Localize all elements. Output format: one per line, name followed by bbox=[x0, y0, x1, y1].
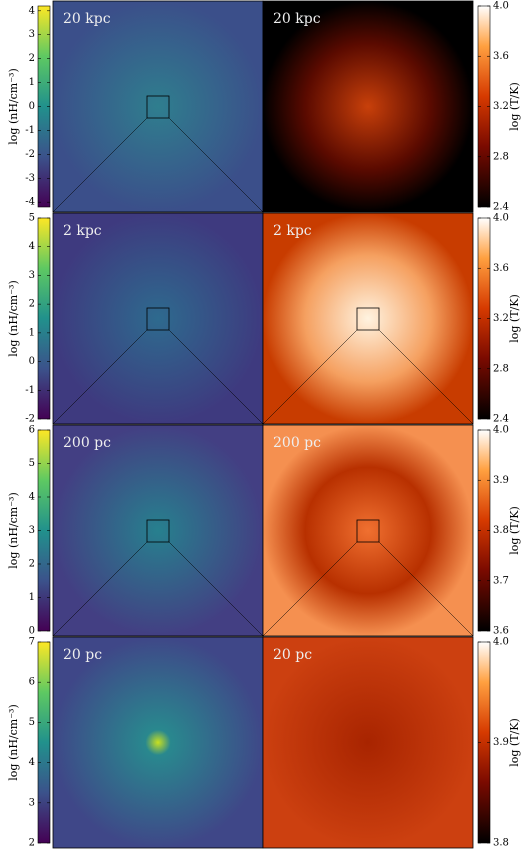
zoom-line bbox=[262, 329, 358, 425]
colorbar-tick-label: 2.8 bbox=[493, 363, 509, 374]
colorbar-tick-label: 5 bbox=[29, 717, 35, 728]
scale-label: 20 kpc bbox=[63, 11, 111, 27]
colorbar-tick-label: 6 bbox=[29, 677, 35, 688]
colorbar-tick-label: 1 bbox=[29, 592, 35, 603]
zoom-box bbox=[146, 95, 170, 119]
colorbar-tick-label: -4 bbox=[25, 197, 35, 208]
colorbar-tick-label: 3 bbox=[29, 797, 35, 808]
zoom-box bbox=[356, 307, 380, 331]
colorbar-tick-label: 4.0 bbox=[493, 213, 509, 224]
colorbar-tick-label: 3 bbox=[29, 525, 35, 536]
colorbar-tick-label: 4 bbox=[29, 492, 35, 503]
colorbar-label: log (T/K) bbox=[508, 82, 521, 131]
colorbar-tick-label: 0 bbox=[29, 626, 35, 637]
colorbar-tick-label: 4.0 bbox=[493, 1, 509, 12]
zoom-box bbox=[146, 519, 170, 543]
colorbar bbox=[37, 641, 51, 844]
colorbar-tick-label: 2.4 bbox=[493, 202, 509, 213]
colorbar-tick-label: 3 bbox=[29, 270, 35, 281]
zoom-box bbox=[146, 307, 170, 331]
colorbar-tick-label: 6 bbox=[29, 425, 35, 436]
colorbar-tick-label: 1 bbox=[29, 327, 35, 338]
colorbar-tick-label: 3.9 bbox=[493, 737, 509, 748]
colorbar-tick-label: 5 bbox=[29, 458, 35, 469]
zoom-line bbox=[262, 541, 358, 637]
scale-label: 20 pc bbox=[63, 647, 102, 663]
scale-label: 200 pc bbox=[273, 435, 321, 451]
colorbar-tick-label: 3.6 bbox=[493, 626, 509, 637]
zoom-line bbox=[378, 329, 474, 425]
colorbar-tick-label: 3.6 bbox=[493, 263, 509, 274]
colorbar-tick-label: 5 bbox=[29, 213, 35, 224]
colorbar-tick-label: 2 bbox=[29, 299, 35, 310]
zoom-box bbox=[356, 519, 380, 543]
scale-label: 200 pc bbox=[63, 435, 111, 451]
colorbar-tick-label: 3.8 bbox=[493, 838, 509, 849]
colorbar-label: log (nH/cm⁻³) bbox=[7, 68, 20, 144]
colorbar-tick-label: 7 bbox=[29, 637, 35, 648]
colorbar-tick-label: 3.2 bbox=[493, 313, 509, 324]
colorbar-tick-label: -3 bbox=[25, 173, 35, 184]
zoom-line bbox=[168, 117, 264, 213]
scale-label: 20 kpc bbox=[273, 11, 321, 27]
colorbar-tick-label: 4 bbox=[29, 757, 35, 768]
colorbar-label: log (nH/cm⁻³) bbox=[7, 492, 20, 568]
colorbar-tick-label: 0 bbox=[29, 356, 35, 367]
colorbar-tick-label: 3.6 bbox=[493, 51, 509, 62]
colorbar-tick-label: -1 bbox=[25, 125, 35, 136]
zoom-line bbox=[52, 117, 148, 213]
scale-label: 2 kpc bbox=[63, 223, 102, 239]
colorbar bbox=[37, 217, 51, 420]
colorbar-tick-label: 4.0 bbox=[493, 425, 509, 436]
colorbar-tick-label: 0 bbox=[29, 101, 35, 112]
zoom-line bbox=[52, 541, 148, 637]
temperature-image bbox=[262, 0, 474, 213]
colorbar-tick-label: 2.8 bbox=[493, 151, 509, 162]
colorbar-label: log (T/K) bbox=[508, 506, 521, 555]
colorbar-tick-label: 3.8 bbox=[493, 525, 509, 536]
colorbar-tick-label: 1 bbox=[29, 77, 35, 88]
colorbar-tick-label: -2 bbox=[25, 149, 35, 160]
colorbar-label: log (nH/cm⁻³) bbox=[7, 280, 20, 356]
scale-label: 20 pc bbox=[273, 647, 312, 663]
colorbar-tick-label: -2 bbox=[25, 414, 35, 425]
colorbar-label: log (nH/cm⁻³) bbox=[7, 704, 20, 780]
colorbar-tick-label: 4.0 bbox=[493, 637, 509, 648]
colorbar-tick-label: -1 bbox=[25, 385, 35, 396]
colorbar-label: log (T/K) bbox=[508, 294, 521, 343]
zoom-line bbox=[168, 541, 264, 637]
colorbar-tick-label: 2.4 bbox=[493, 414, 509, 425]
zoom-line bbox=[378, 541, 474, 637]
colorbar-label: log (T/K) bbox=[508, 718, 521, 767]
colorbar-tick-label: 3.9 bbox=[493, 475, 509, 486]
colorbar-tick-label: 2 bbox=[29, 838, 35, 849]
colorbar-tick-label: 2 bbox=[29, 53, 35, 64]
colorbar-tick-label: 3 bbox=[29, 29, 35, 40]
zoom-line bbox=[168, 329, 264, 425]
colorbar-tick-label: 4 bbox=[29, 241, 35, 252]
colorbar-tick-label: 3.7 bbox=[493, 575, 509, 586]
colorbar-tick-label: 2 bbox=[29, 559, 35, 570]
colorbar-tick-label: 3.2 bbox=[493, 101, 509, 112]
scale-label: 2 kpc bbox=[273, 223, 312, 239]
colorbar-tick-label: 4 bbox=[29, 5, 35, 16]
temperature-image bbox=[262, 636, 474, 849]
density-image bbox=[52, 636, 264, 849]
zoom-line bbox=[52, 329, 148, 425]
